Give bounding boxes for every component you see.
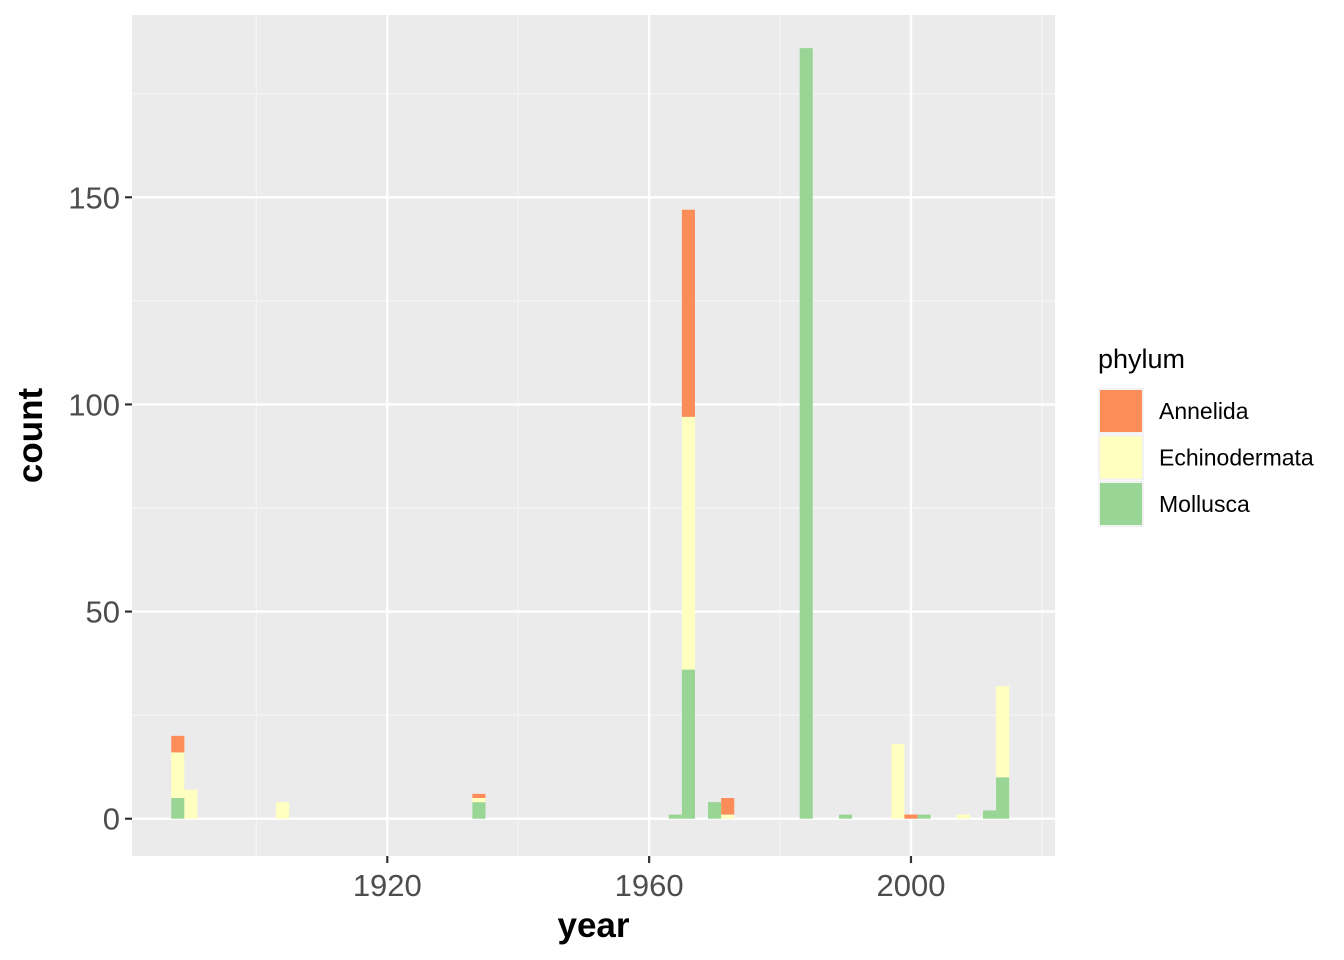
bar-mollusca-1984 (799, 48, 813, 819)
bar-echinodermata-1966 (681, 416, 695, 670)
bar-annelida-2000 (904, 814, 918, 819)
bar-annelida-1934 (472, 793, 486, 798)
bar-mollusca-1966 (681, 669, 695, 819)
legend-swatch-echinodermata (1100, 436, 1142, 479)
legend-label-annelida: Annelida (1159, 398, 1249, 424)
bar-mollusca-1934 (472, 802, 486, 819)
bar-echinodermata-2014 (996, 686, 1010, 778)
y-axis: 0 50 100 150 (68, 180, 132, 837)
bar-mollusca-2014 (996, 777, 1010, 819)
legend-label-echinodermata: Echinodermata (1159, 445, 1314, 471)
bar-mollusca-2012 (982, 810, 997, 819)
minor-gridlines (132, 15, 1055, 856)
bar-echinodermata-1890 (184, 789, 198, 819)
bar-echinodermata-1934 (472, 798, 486, 803)
y-axis-title: count (11, 388, 50, 484)
bar-annelida-1972 (721, 798, 735, 815)
bar-annelida-1966 (681, 209, 695, 417)
bar-mollusca-1888 (171, 798, 185, 819)
bar-echinodermata-1972 (721, 814, 735, 819)
bar-annelida-1888 (171, 735, 185, 753)
y-tick-label: 100 (68, 387, 120, 422)
bars (171, 48, 1010, 819)
bar-echinodermata-1888 (171, 752, 185, 798)
x-axis-title: year (557, 906, 629, 945)
plot-panel (132, 15, 1055, 856)
legend: phylum Annelida Echinodermata Mollusca (1098, 344, 1314, 527)
x-tick-label: 1920 (353, 868, 422, 903)
y-tick-label: 0 (103, 802, 120, 837)
x-tick-label: 1960 (615, 868, 684, 903)
legend-title: phylum (1098, 344, 1185, 374)
bar-echinodermata-2008 (956, 814, 970, 819)
bar-echinodermata-1998 (891, 744, 905, 819)
bar-mollusca-1970 (708, 802, 722, 819)
bar-echinodermata-1904 (276, 802, 290, 819)
bar-mollusca-1990 (838, 814, 853, 819)
y-tick-label: 50 (86, 595, 120, 630)
bar-mollusca-2002 (917, 814, 931, 819)
y-tick-label: 150 (68, 180, 120, 215)
legend-label-mollusca: Mollusca (1159, 491, 1250, 517)
legend-swatch-mollusca (1100, 483, 1142, 525)
x-tick-label: 2000 (877, 868, 946, 903)
legend-items: Annelida Echinodermata Mollusca (1098, 388, 1314, 527)
bar-mollusca-1964 (668, 814, 682, 819)
legend-swatch-annelida (1100, 390, 1142, 432)
x-axis: 1920 1960 2000 (353, 856, 946, 903)
